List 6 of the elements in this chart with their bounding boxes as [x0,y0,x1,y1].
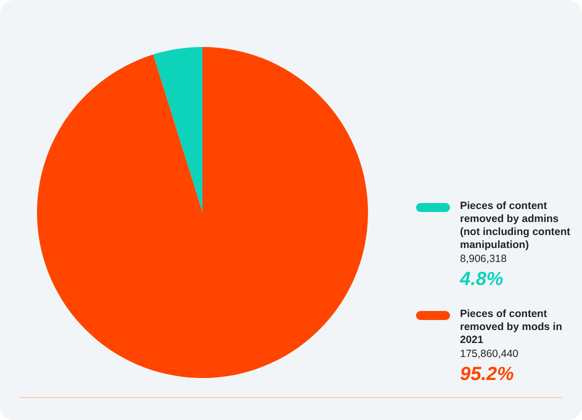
text: 4.8% [460,268,504,292]
data-label: 175,860,440 [460,347,520,361]
legend-label: Pieces of content removed by admins (not including content manipulation) [460,200,572,252]
text: 95.2% [460,363,515,387]
data-label: 8,906,318 [460,252,508,266]
legend-label: Pieces of content removed by mods in 2021 [460,308,564,347]
